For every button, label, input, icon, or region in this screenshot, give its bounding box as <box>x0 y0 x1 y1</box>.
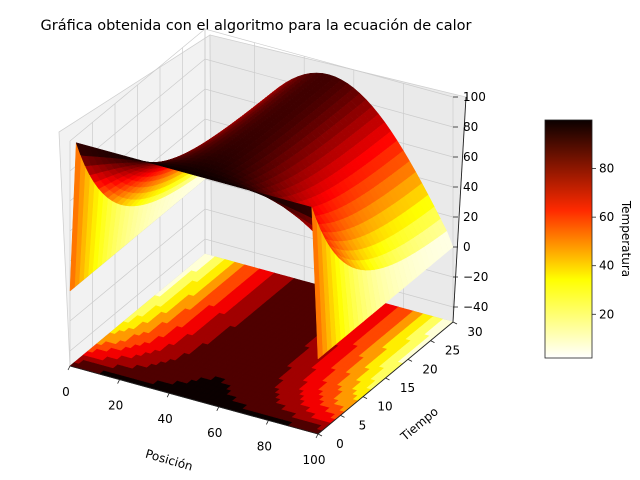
y-tick-label: 30 <box>467 325 482 339</box>
x-axis-label: Posición <box>144 447 195 474</box>
x-tick-mark <box>266 420 269 425</box>
y-tick-label: 0 <box>336 437 344 451</box>
chart-title: Gráfica obtenida con el algoritmo para l… <box>41 18 472 34</box>
colorbar-tick-label: 20 <box>599 307 614 321</box>
x-axis-ticks: 0 20 40 60 80 100 <box>62 365 326 467</box>
x-tick-label: 80 <box>257 439 272 453</box>
z-tick-label: 100 <box>463 90 486 104</box>
z-tick-label: 0 <box>463 240 471 254</box>
x-tick-mark <box>315 433 319 439</box>
x-tick-label: 40 <box>158 412 173 426</box>
y-tick-mark <box>340 414 345 418</box>
z-grid-line <box>69 28 454 142</box>
y-axis-label: Tiempo <box>397 404 441 444</box>
x-axis-line <box>69 365 319 435</box>
colorbar-label: Temperatura <box>619 200 633 277</box>
x-tick-mark <box>67 365 71 371</box>
x-tick-label: 60 <box>207 426 222 440</box>
y-tick-mark <box>317 433 323 437</box>
y-axis-ticks: 0 5 10 15 20 25 30 <box>317 321 483 451</box>
y-tick-label: 25 <box>445 344 460 358</box>
colorbar <box>544 119 593 359</box>
heat-surface <box>69 72 454 360</box>
y-tick-mark <box>452 321 458 325</box>
y-tick-mark <box>407 358 413 362</box>
z-tick-label: −40 <box>463 300 488 314</box>
colorbar-ticks: 20 40 60 80 <box>592 162 614 321</box>
z-axis-line <box>452 96 467 323</box>
y-tick-label: 10 <box>377 400 392 414</box>
z-axis-ticks: −40 −20 0 20 40 60 80 100 <box>453 90 488 314</box>
x-tick-mark <box>216 406 220 411</box>
y-tick-mark <box>385 377 390 381</box>
colorbar-tick-label: 40 <box>599 259 614 273</box>
z-tick-label: −20 <box>463 270 488 284</box>
surface-cell <box>311 207 323 360</box>
y-tick-label: 15 <box>400 381 415 395</box>
y-tick-label: 5 <box>359 418 367 432</box>
z-tick-label: 60 <box>463 150 478 164</box>
x-tick-label: 0 <box>62 385 70 399</box>
y-tick-label: 20 <box>422 362 437 376</box>
x-tick-mark <box>117 379 120 384</box>
x-tick-label: 100 <box>303 453 326 467</box>
x-tick-mark <box>166 393 170 398</box>
y-tick-mark <box>362 396 368 400</box>
colorbar-tick-label: 60 <box>599 210 614 224</box>
y-tick-mark <box>430 340 435 344</box>
z-tick-label: 20 <box>463 210 478 224</box>
z-tick-label: 40 <box>463 180 478 194</box>
colorbar-tick-label: 80 <box>599 162 614 176</box>
x-tick-label: 20 <box>108 399 123 413</box>
z-tick-label: 80 <box>463 120 478 134</box>
